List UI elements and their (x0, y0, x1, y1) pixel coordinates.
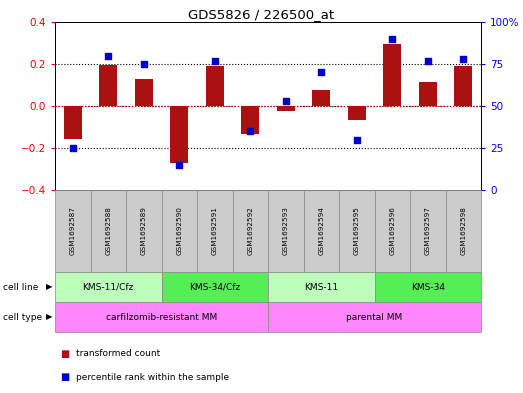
Bar (454, 66, 472, 106)
Point (424, 57, 432, 64)
Text: GSM1692594: GSM1692594 (319, 207, 324, 255)
Text: GSM1692597: GSM1692597 (425, 207, 431, 255)
Text: GSM1692595: GSM1692595 (354, 207, 360, 255)
Text: GSM1692593: GSM1692593 (283, 207, 289, 255)
Text: GSM1692590: GSM1692590 (176, 207, 182, 255)
Bar (348, 106, 366, 119)
Point (388, 36, 396, 42)
Text: GSM1692598: GSM1692598 (460, 207, 466, 255)
Text: KMS-34/Cfz: KMS-34/Cfz (189, 283, 241, 292)
Text: cell type: cell type (3, 312, 42, 321)
Text: GSM1692591: GSM1692591 (212, 207, 218, 255)
Text: GSM1692587: GSM1692587 (70, 207, 76, 255)
Bar (135, 79, 153, 106)
Text: GSM1692588: GSM1692588 (105, 207, 111, 255)
Text: ■: ■ (60, 372, 70, 382)
Point (317, 69, 325, 75)
Bar (383, 44, 401, 106)
Point (281, 98, 290, 104)
Text: GSM1692592: GSM1692592 (247, 207, 253, 255)
Text: GSM1692596: GSM1692596 (389, 207, 395, 255)
Text: KMS-11/Cfz: KMS-11/Cfz (83, 283, 134, 292)
Text: cell line: cell line (3, 283, 38, 292)
Bar (312, 90, 330, 106)
Point (175, 162, 184, 168)
Point (140, 61, 148, 67)
Text: ▶: ▶ (46, 312, 52, 321)
Bar (206, 66, 224, 106)
Bar (242, 106, 259, 134)
Point (246, 128, 254, 134)
Text: GDS5826 / 226500_at: GDS5826 / 226500_at (188, 8, 335, 21)
Text: parental MM: parental MM (346, 312, 403, 321)
Text: GSM1692589: GSM1692589 (141, 207, 147, 255)
Text: carfilzomib-resistant MM: carfilzomib-resistant MM (106, 312, 217, 321)
Point (459, 56, 468, 62)
Text: percentile rank within the sample: percentile rank within the sample (76, 373, 229, 382)
Point (69, 145, 77, 151)
Point (211, 57, 219, 64)
Text: transformed count: transformed count (76, 349, 160, 358)
Text: ■: ■ (60, 349, 70, 359)
Point (353, 136, 361, 143)
Bar (419, 82, 437, 106)
Text: KMS-11: KMS-11 (304, 283, 338, 292)
Bar (99, 65, 117, 106)
Point (104, 52, 112, 59)
Bar (170, 106, 188, 163)
Text: KMS-34: KMS-34 (411, 283, 445, 292)
Bar (64, 106, 82, 139)
Text: ▶: ▶ (46, 283, 52, 292)
Bar (277, 106, 294, 111)
